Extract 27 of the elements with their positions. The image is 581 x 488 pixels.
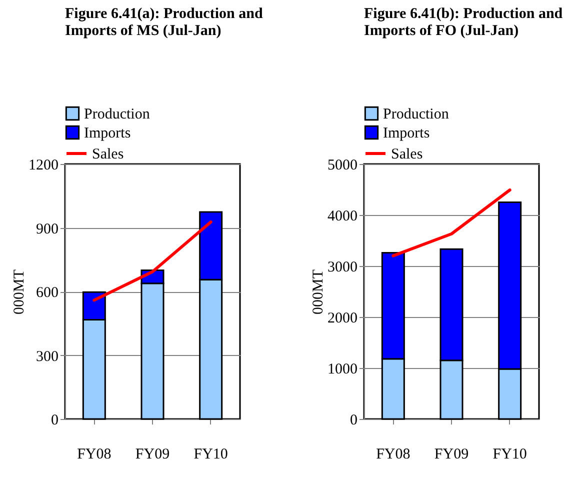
y-tick-label: 3000 [328,260,358,276]
legend-label: Sales [92,146,124,162]
legend-label: Imports [84,126,131,142]
y-tick-label: 0 [51,412,58,428]
y-axis-title: 000MT [310,270,326,314]
y-axis-title: 000MT [12,270,28,314]
chart-title: Figure 6.41(a): Production and Imports of MS (Jul-Jan) [65,6,264,39]
legend-label: Production [84,106,150,122]
legend-label: Production [383,106,450,122]
legend-label: Sales [391,146,423,162]
chart-title: Figure 6.41(b): Production and Imports of FO (Jul-Jan) [364,6,564,39]
y-tick-label: 1000 [328,362,358,378]
y-tick-label: 5000 [328,158,358,174]
x-tick-label: FY09 [135,446,170,462]
x-tick-label: FY09 [434,446,469,462]
y-tick-label: 0 [350,412,358,428]
x-tick-label: FY08 [376,446,410,462]
x-tick-label: FY10 [194,446,228,462]
x-tick-label: FY08 [77,446,112,462]
y-tick-label: 2000 [328,310,358,326]
y-tick-label: 300 [36,348,58,365]
y-tick-label: 1200 [28,158,58,174]
y-tick-label: 4000 [328,208,358,224]
y-tick-label: 900 [36,221,58,238]
x-tick-label: FY10 [492,446,527,462]
legend-label: Imports [383,126,430,142]
y-tick-label: 600 [36,285,58,301]
